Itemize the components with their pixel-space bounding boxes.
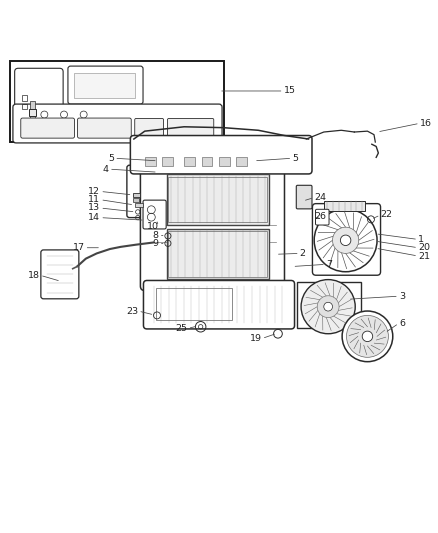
Text: 26: 26 xyxy=(314,212,326,221)
FancyBboxPatch shape xyxy=(315,209,329,225)
FancyBboxPatch shape xyxy=(41,250,79,299)
FancyBboxPatch shape xyxy=(143,200,166,229)
FancyBboxPatch shape xyxy=(167,118,214,138)
Text: 9: 9 xyxy=(153,239,159,248)
Text: 15: 15 xyxy=(284,86,296,95)
Text: 17: 17 xyxy=(73,243,85,252)
Bar xyxy=(168,176,268,222)
Text: 5: 5 xyxy=(108,154,114,163)
FancyBboxPatch shape xyxy=(135,118,163,138)
Bar xyxy=(135,203,143,207)
FancyBboxPatch shape xyxy=(14,68,63,135)
Bar xyxy=(21,104,27,109)
Bar xyxy=(219,157,230,166)
FancyBboxPatch shape xyxy=(127,165,184,217)
Text: 18: 18 xyxy=(28,271,40,280)
Text: 5: 5 xyxy=(292,154,298,163)
Text: 22: 22 xyxy=(381,211,392,220)
Text: 11: 11 xyxy=(88,195,100,204)
FancyBboxPatch shape xyxy=(13,104,222,143)
FancyBboxPatch shape xyxy=(68,66,143,104)
Bar xyxy=(28,109,36,116)
Bar xyxy=(237,157,247,166)
Bar xyxy=(324,201,365,211)
Text: 8: 8 xyxy=(153,231,159,239)
Circle shape xyxy=(317,296,339,318)
Text: 24: 24 xyxy=(314,193,326,202)
Circle shape xyxy=(324,302,332,311)
Text: 2: 2 xyxy=(300,249,306,258)
Text: 23: 23 xyxy=(126,306,138,316)
Bar xyxy=(145,157,155,166)
Text: 1: 1 xyxy=(418,235,424,244)
Bar xyxy=(133,193,140,197)
Text: 14: 14 xyxy=(88,213,100,222)
FancyBboxPatch shape xyxy=(131,135,312,174)
Bar xyxy=(11,61,224,142)
Text: 12: 12 xyxy=(88,187,100,196)
FancyBboxPatch shape xyxy=(296,185,312,209)
Text: 7: 7 xyxy=(326,260,332,269)
FancyBboxPatch shape xyxy=(78,118,131,138)
Text: 16: 16 xyxy=(420,119,432,128)
Text: 10: 10 xyxy=(147,222,159,231)
Text: 19: 19 xyxy=(250,334,262,343)
Circle shape xyxy=(346,316,389,357)
Bar xyxy=(162,157,173,166)
Text: 21: 21 xyxy=(418,252,430,261)
Text: 13: 13 xyxy=(88,204,100,213)
Circle shape xyxy=(301,280,355,334)
Bar xyxy=(184,157,195,166)
Circle shape xyxy=(342,311,393,362)
Text: 6: 6 xyxy=(399,319,405,328)
FancyBboxPatch shape xyxy=(21,118,74,138)
Bar xyxy=(201,157,212,166)
Text: 3: 3 xyxy=(399,292,405,301)
Circle shape xyxy=(332,227,359,253)
Bar xyxy=(297,282,361,328)
Circle shape xyxy=(362,331,373,342)
Bar xyxy=(166,174,269,224)
Bar xyxy=(168,231,268,277)
FancyBboxPatch shape xyxy=(144,280,294,329)
Bar xyxy=(133,198,139,202)
Text: 20: 20 xyxy=(418,243,430,252)
Bar xyxy=(30,101,35,127)
Bar xyxy=(74,72,135,98)
Circle shape xyxy=(340,235,351,246)
Circle shape xyxy=(314,209,377,272)
Text: 25: 25 xyxy=(176,324,187,333)
Text: 4: 4 xyxy=(103,165,109,174)
Bar xyxy=(155,288,232,320)
Bar xyxy=(21,95,27,101)
FancyBboxPatch shape xyxy=(141,165,285,290)
Bar xyxy=(166,229,269,279)
